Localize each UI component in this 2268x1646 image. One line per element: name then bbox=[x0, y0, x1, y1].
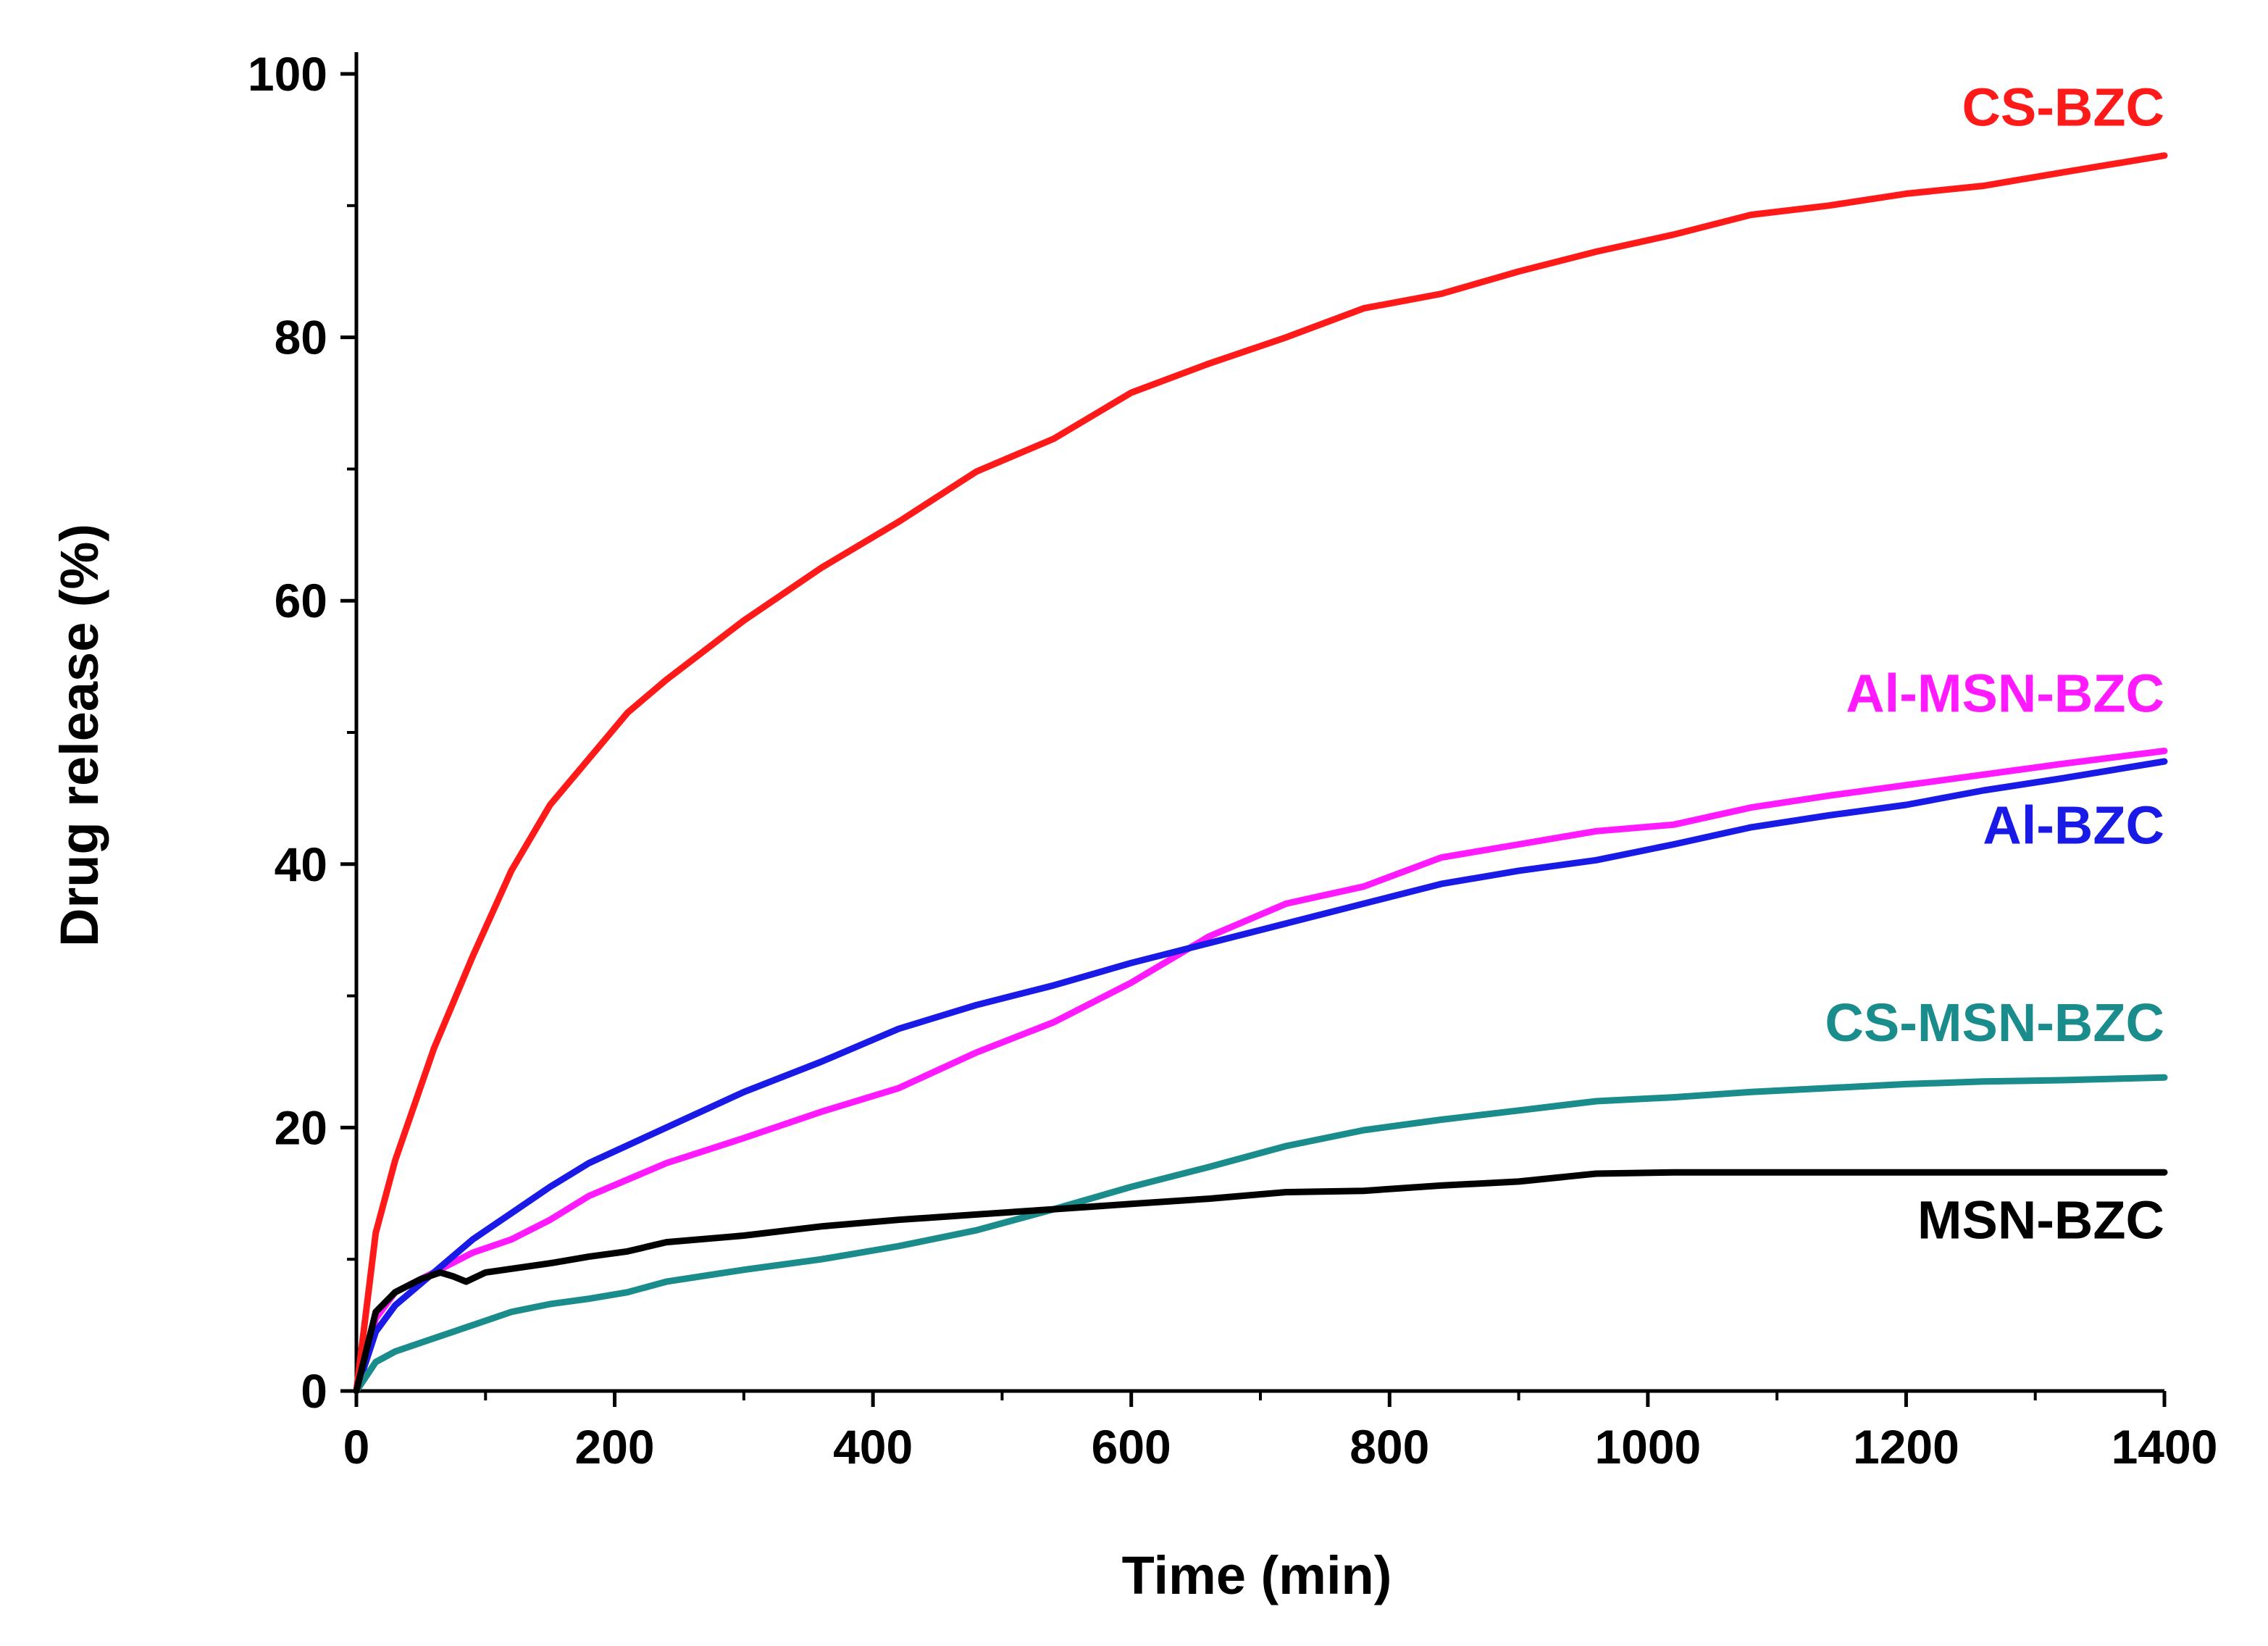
y-tick-label: 80 bbox=[275, 311, 327, 364]
series-labels: CS-BZC Al-MSN-BZC Al-BZC CS-MSN-BZC MSN-BZC bbox=[1825, 77, 2164, 1250]
x-tick-label: 1000 bbox=[1594, 1420, 1701, 1474]
x-axis-title: Time (min) bbox=[1122, 1545, 1392, 1605]
series-line-cs-msn-bzc bbox=[353, 1074, 2168, 1395]
series-label-cs-msn-bzc: CS-MSN-BZC bbox=[1825, 993, 2164, 1053]
x-tick-label: 1200 bbox=[1853, 1420, 1959, 1474]
x-tick-label: 800 bbox=[1349, 1420, 1429, 1474]
y-axis-title: Drug release (%) bbox=[49, 524, 109, 947]
y-tick-label: 0 bbox=[301, 1364, 327, 1418]
y-tick-label: 100 bbox=[248, 47, 327, 101]
series-line-cs-bzc bbox=[353, 152, 2168, 1395]
series-line-al-msn-bzc bbox=[353, 748, 2168, 1395]
y-tick-label: 60 bbox=[275, 574, 327, 627]
series-label-msn-bzc: MSN-BZC bbox=[1917, 1190, 2164, 1250]
x-tick-label: 600 bbox=[1092, 1420, 1171, 1474]
y-tick-label: 40 bbox=[275, 837, 327, 891]
series-label-al-bzc: Al-BZC bbox=[1983, 795, 2164, 855]
x-tick-label: 400 bbox=[833, 1420, 913, 1474]
y-tick-label: 20 bbox=[275, 1100, 327, 1154]
series-label-al-msn-bzc: Al-MSN-BZC bbox=[1846, 663, 2164, 723]
series-line-msn-bzc bbox=[353, 1169, 2168, 1395]
ticks: 0 200 400 600 800 1000 1200 1400 0 20 40 60 80 100 bbox=[248, 47, 2218, 1474]
x-tick-label: 200 bbox=[575, 1420, 655, 1474]
series-lines bbox=[353, 152, 2168, 1395]
series-label-cs-bzc: CS-BZC bbox=[1962, 77, 2164, 137]
x-tick-label: 0 bbox=[343, 1420, 370, 1474]
series-line-al-bzc bbox=[353, 758, 2168, 1395]
x-tick-label: 1400 bbox=[2112, 1420, 2218, 1474]
